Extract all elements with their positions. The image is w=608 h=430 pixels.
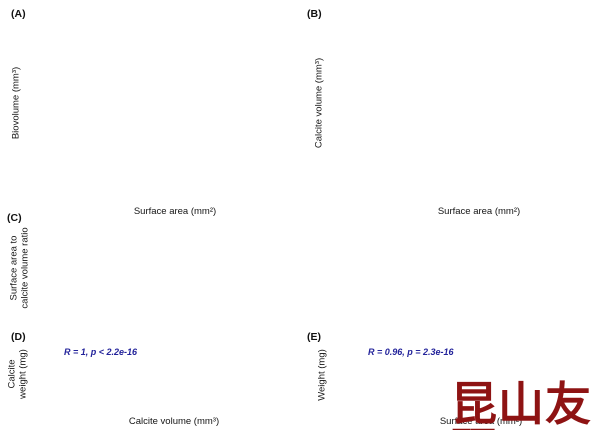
panel-c-ylabel: Surface area to calcite volume ratio: [8, 227, 31, 309]
panel-c-letter: (C): [7, 212, 22, 224]
panel-d-xlabel: Calcite volume (mm³): [128, 416, 220, 427]
panel-b-letter: (B): [307, 8, 322, 20]
panel-e-ylabel: Weight (mg): [316, 349, 328, 401]
panel-d-ylabel: Calcite weight (mg): [6, 349, 29, 399]
panel-d-letter: (D): [11, 331, 26, 343]
panel-e-letter: (E): [307, 331, 321, 343]
panel-d-stats: R = 1, p < 2.2e-16: [64, 347, 138, 357]
panel-e-stats: R = 0.96, p = 2.3e-16: [368, 347, 454, 357]
panel-b-xlabel: Surface area (mm²): [437, 206, 521, 217]
panel-a-ylabel: Biovolume (mm³): [10, 66, 22, 140]
panel-b-ylabel: Calcite volume (mm³): [313, 57, 325, 149]
watermark-text: 昆山友硕: [451, 377, 592, 430]
panel-a-letter: (A): [11, 8, 26, 20]
panel-a-xlabel: Surface area (mm²): [133, 206, 217, 217]
panel-e-xlabel: Surface area (mm²): [439, 416, 523, 427]
